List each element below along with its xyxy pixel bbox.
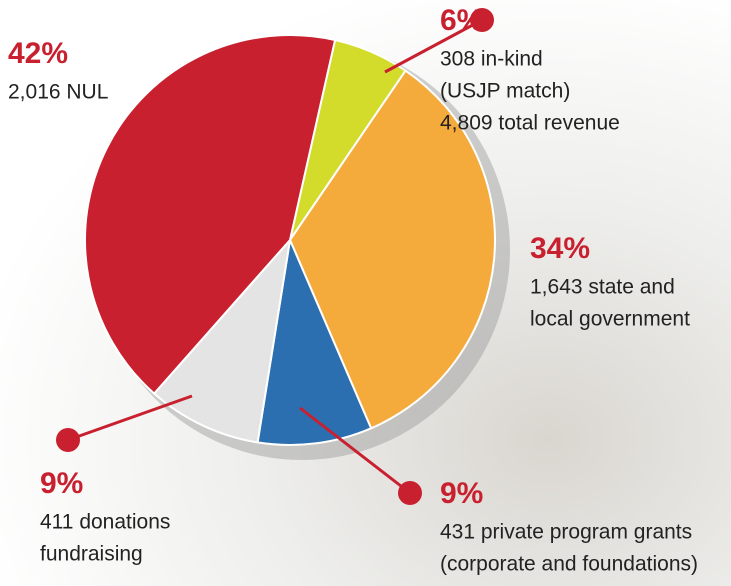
pie-slice [288,69,496,430]
percent-label: 9% [40,467,83,500]
percent-label: 6% [440,4,483,37]
percent-label: 42% [8,37,68,70]
pie-slice [256,236,373,446]
labels: 6% 308 in-kind (USJP match) 4,809 total rev… [8,4,698,576]
pie-slice [84,34,337,395]
leader-dot [56,428,80,452]
leader-line [67,394,193,442]
slice-label: fundraising [40,543,143,566]
percent-label: 9% [440,477,483,510]
leader-dot [470,8,494,32]
leader-line [299,406,411,495]
slice-label: 4,809 total revenue [440,112,620,135]
slice-label: 2,016 NUL [8,81,108,104]
slice-label: 431 private program grants [440,521,692,544]
pie [84,34,496,446]
slice-label: local government [530,308,690,331]
pie-slice [152,236,292,444]
leader-dot [398,481,422,505]
percent-label: 34% [530,232,590,265]
slice-label: 308 in-kind [440,48,543,71]
slice-label: (USJP match) [440,80,570,103]
slice-label: 1,643 state and [530,276,675,299]
slice-label: 411 donations [40,511,170,534]
leader-line [384,18,483,74]
slice-label: (corporate and foundations) [440,553,698,576]
